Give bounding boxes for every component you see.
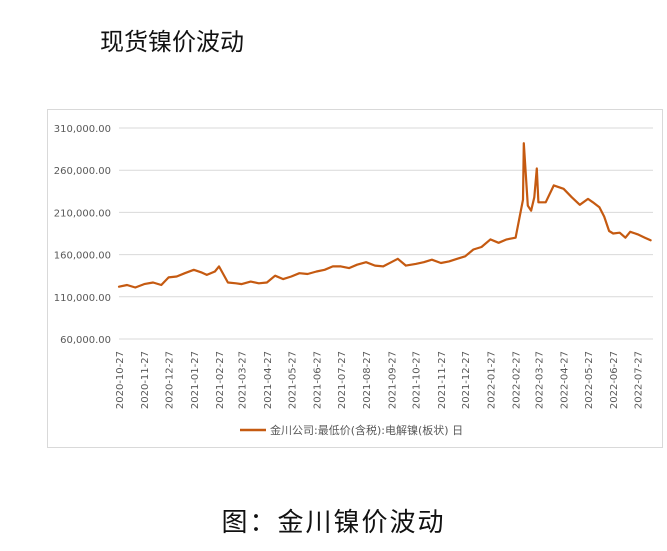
chart-frame [47,109,663,448]
y-tick-label: 260,000.00 [54,166,111,177]
x-tick-label: 2021-01-27 [190,351,201,409]
figure-caption: 图：金川镍价波动 [221,508,446,538]
x-tick-label: 2021-07-27 [337,351,348,409]
x-tick-label: 2021-02-27 [215,351,226,409]
x-tick-label: 2020-10-27 [115,351,126,409]
y-tick-label: 210,000.00 [54,208,111,219]
x-tick-label: 2022-03-27 [534,351,545,409]
x-tick-label: 2022-01-27 [486,351,497,409]
y-tick-label: 110,000.00 [54,293,111,304]
page-title: 现货镍价波动 [100,28,244,56]
x-tick-label: 2021-10-27 [412,351,423,409]
x-tick-label: 2020-11-27 [140,351,151,409]
series-line [117,142,652,289]
y-tick-label: 160,000.00 [54,251,111,262]
x-tick-label: 2021-09-27 [387,351,398,409]
x-tick-label: 2022-02-27 [512,351,523,409]
x-tick-label: 2021-08-27 [362,351,373,409]
x-tick-label: 2022-04-27 [560,351,571,409]
y-tick-label: 60,000.00 [60,335,111,346]
x-tick-label: 2021-06-27 [313,351,324,409]
x-tick-label: 2021-05-27 [287,351,298,409]
x-tick-label: 2020-12-27 [165,351,176,409]
x-tick-label: 2022-06-27 [609,351,620,409]
x-tick-label: 2021-12-27 [461,351,472,409]
legend-label: 金川公司:最低价(含税):电解镍(板状) 日 [270,423,463,437]
x-tick-label: 2021-11-27 [437,351,448,409]
x-tick-label: 2022-07-27 [634,351,645,409]
x-tick-label: 2022-05-27 [584,351,595,409]
x-tick-label: 2021-04-27 [263,351,274,409]
x-tick-label: 2021-03-27 [238,351,249,409]
y-tick-label: 310,000.00 [54,124,111,135]
